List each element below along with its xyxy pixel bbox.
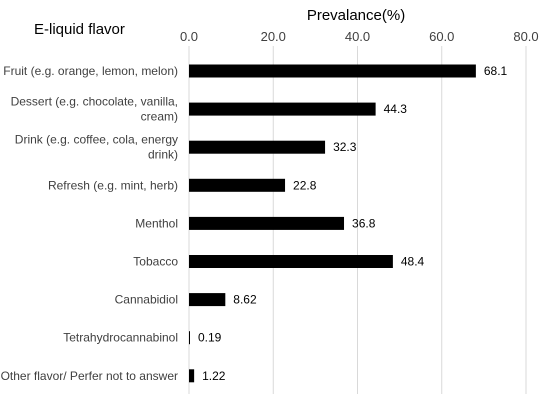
x-tick-label: 0.0 [180, 29, 198, 44]
category-label: cream) [141, 110, 178, 124]
category-label: Fruit (e.g. orange, lemon, melon) [3, 64, 178, 78]
category-labels: Fruit (e.g. orange, lemon, melon) Dessert… [1, 64, 179, 383]
data-label: 36.8 [352, 216, 376, 230]
category-label: Drink (e.g. coffee, cola, energy [15, 133, 178, 147]
category-label: drink) [148, 148, 178, 162]
category-label: Tobacco [133, 255, 178, 269]
data-label: 22.8 [293, 178, 317, 192]
x-tick-label: 60.0 [429, 29, 454, 44]
category-label: Dessert (e.g. chocolate, vanilla, [11, 95, 178, 109]
bar [189, 178, 286, 192]
data-label: 32.3 [333, 140, 357, 154]
data-label: 8.62 [233, 293, 257, 307]
bar [189, 64, 476, 78]
bar [189, 369, 195, 383]
data-label: 48.4 [401, 255, 425, 269]
data-labels: 68.1 44.3 32.3 22.8 36.8 48.4 8.62 0.19 1.22 [198, 64, 508, 383]
x-tick-label: 40.0 [345, 29, 370, 44]
category-label: Tetrahydrocannabinol [63, 331, 178, 345]
bar [189, 331, 190, 345]
category-axis-title: E-liquid flavor [34, 21, 125, 38]
bar [189, 140, 326, 154]
category-label: Other flavor/ Perfer not to answer [1, 369, 178, 383]
data-label: 68.1 [484, 64, 508, 78]
category-label: Menthol [135, 216, 178, 230]
data-label: 1.22 [202, 369, 226, 383]
category-label: Cannabidiol [115, 293, 178, 307]
x-axis-ticks: 0.0 20.0 40.0 60.0 80.0 [180, 29, 539, 44]
x-tick-label: 20.0 [261, 29, 286, 44]
bar [189, 255, 393, 268]
value-axis-title: Prevalance(%) [307, 7, 405, 24]
bar [189, 216, 345, 230]
bar [189, 293, 226, 307]
data-label: 0.19 [198, 331, 222, 345]
data-label: 44.3 [384, 102, 408, 116]
x-tick-label: 80.0 [513, 29, 538, 44]
bars [189, 64, 476, 383]
bar [189, 102, 376, 116]
category-label: Refresh (e.g. mint, herb) [48, 178, 178, 192]
